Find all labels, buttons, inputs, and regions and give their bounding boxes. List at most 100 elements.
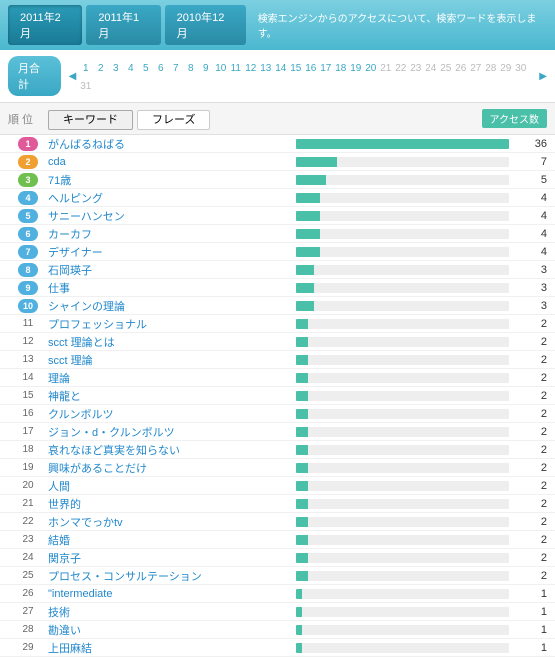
keyword-link[interactable]: 神龍と (48, 388, 288, 404)
day-31: 31 (78, 81, 93, 92)
keyword-link[interactable]: cda (48, 156, 288, 168)
table-row: 28 勘違い 1 (0, 621, 555, 639)
table-row: 20人間2 (0, 477, 555, 495)
rank-badge: 23 (18, 534, 38, 545)
day-3[interactable]: 3 (108, 63, 123, 74)
day-25: 25 (438, 63, 453, 74)
month-total-button[interactable]: 月合計 (8, 56, 61, 96)
access-count: 2 (517, 462, 547, 474)
prev-arrow-icon[interactable]: ◀ (69, 71, 77, 82)
access-count: 3 (517, 282, 547, 294)
day-10[interactable]: 10 (213, 63, 228, 74)
description-text: 検索エンジンからのアクセスについて、検索ワードを表示します。 (258, 10, 547, 40)
keyword-link[interactable]: 人間 (48, 478, 288, 494)
day-24: 24 (423, 63, 438, 74)
day-18[interactable]: 18 (333, 63, 348, 74)
access-bar (296, 499, 509, 509)
table-row: 24関京子2 (0, 549, 555, 567)
day-11[interactable]: 11 (228, 63, 243, 74)
keyword-link[interactable]: 興味があることだけ (48, 460, 288, 476)
keyword-link[interactable]: がんばるねばる (48, 136, 288, 152)
day-17[interactable]: 17 (318, 63, 333, 74)
access-count: 1 (517, 642, 547, 654)
day-15[interactable]: 15 (288, 63, 303, 74)
day-14[interactable]: 14 (273, 63, 288, 74)
day-4[interactable]: 4 (123, 63, 138, 74)
keyword-link[interactable]: ヘルピング (48, 190, 288, 206)
day-16[interactable]: 16 (303, 63, 318, 74)
day-6[interactable]: 6 (153, 63, 168, 74)
keyword-link[interactable]: 哀れなほど真実を知らない (48, 442, 288, 458)
access-count: 1 (517, 624, 547, 636)
access-count: 1 (517, 606, 547, 618)
access-bar (296, 409, 509, 419)
keyword-link[interactable]: scct 理論とは (48, 334, 288, 350)
access-count: 2 (517, 444, 547, 456)
keyword-link[interactable]: 上田麻結 (48, 640, 288, 656)
day-21: 21 (378, 63, 393, 74)
keyword-link[interactable]: "intermediate (48, 588, 288, 600)
keyword-link[interactable]: 技術 (48, 604, 288, 620)
rank-badge: 28 (18, 624, 38, 635)
keyword-link[interactable]: クルンボルツ (48, 406, 288, 422)
day-1[interactable]: 1 (78, 63, 93, 74)
day-5[interactable]: 5 (138, 63, 153, 74)
table-row: 10シャインの理論3 (0, 297, 555, 315)
rank-badge: 17 (18, 426, 38, 437)
table-row: 12scct 理論とは2 (0, 333, 555, 351)
month-tab[interactable]: 2010年12月 (165, 5, 246, 45)
keyword-link[interactable]: デザイナー (48, 244, 288, 260)
filter-tab[interactable]: フレーズ (137, 110, 210, 130)
day-20[interactable]: 20 (363, 63, 378, 74)
filter-tab[interactable]: キーワード (48, 110, 133, 130)
access-bar (296, 481, 509, 491)
access-count: 2 (517, 516, 547, 528)
keyword-link[interactable]: 石岡瑛子 (48, 262, 288, 278)
keyword-link[interactable]: シャインの理論 (48, 298, 288, 314)
rank-badge: 13 (18, 354, 38, 365)
keyword-link[interactable]: 71歳 (48, 172, 288, 188)
access-bar (296, 391, 509, 401)
table-row: 23結婚2 (0, 531, 555, 549)
rank-badge: 27 (18, 606, 38, 617)
access-count: 2 (517, 354, 547, 366)
keyword-link[interactable]: プロフェッショナル (48, 316, 288, 332)
keyword-link[interactable]: 仕事 (48, 280, 288, 296)
keyword-link[interactable]: 結婚 (48, 532, 288, 548)
rank-badge: 26 (18, 588, 38, 599)
access-count: 2 (517, 552, 547, 564)
day-12[interactable]: 12 (243, 63, 258, 74)
access-bar (296, 301, 509, 311)
rank-badge: 19 (18, 462, 38, 473)
month-tab[interactable]: 2011年2月 (8, 5, 82, 45)
keyword-link[interactable]: 理論 (48, 370, 288, 386)
keyword-link[interactable]: ジョン・d・クルンボルツ (48, 424, 288, 440)
access-bar (296, 571, 509, 581)
day-2[interactable]: 2 (93, 63, 108, 74)
day-26: 26 (453, 63, 468, 74)
day-13[interactable]: 13 (258, 63, 273, 74)
rank-badge: 29 (18, 642, 38, 653)
keyword-link[interactable]: 関京子 (48, 550, 288, 566)
access-count: 1 (517, 588, 547, 600)
day-19[interactable]: 19 (348, 63, 363, 74)
keyword-link[interactable]: サニーハンセン (48, 208, 288, 224)
table-row: 16クルンボルツ2 (0, 405, 555, 423)
access-count: 2 (517, 408, 547, 420)
keyword-link[interactable]: プロセス・コンサルテーション (48, 568, 288, 584)
keyword-link[interactable]: カーカフ (48, 226, 288, 242)
rank-badge: 5 (18, 209, 38, 223)
access-count: 4 (517, 210, 547, 222)
table-row: 4ヘルピング4 (0, 189, 555, 207)
keyword-link[interactable]: ホンマでっかtv (48, 514, 288, 530)
day-7[interactable]: 7 (168, 63, 183, 74)
table-row: 1がんばるねばる36 (0, 135, 555, 153)
keyword-link[interactable]: 世界的 (48, 496, 288, 512)
day-9[interactable]: 9 (198, 63, 213, 74)
day-8[interactable]: 8 (183, 63, 198, 74)
month-tab[interactable]: 2011年1月 (86, 5, 160, 45)
keyword-link[interactable]: 勘違い (48, 622, 288, 638)
table-header: 順 位 キーワードフレーズ アクセス数 (0, 103, 555, 135)
next-arrow-icon[interactable]: ▶ (539, 71, 547, 82)
keyword-link[interactable]: scct 理論 (48, 352, 288, 368)
